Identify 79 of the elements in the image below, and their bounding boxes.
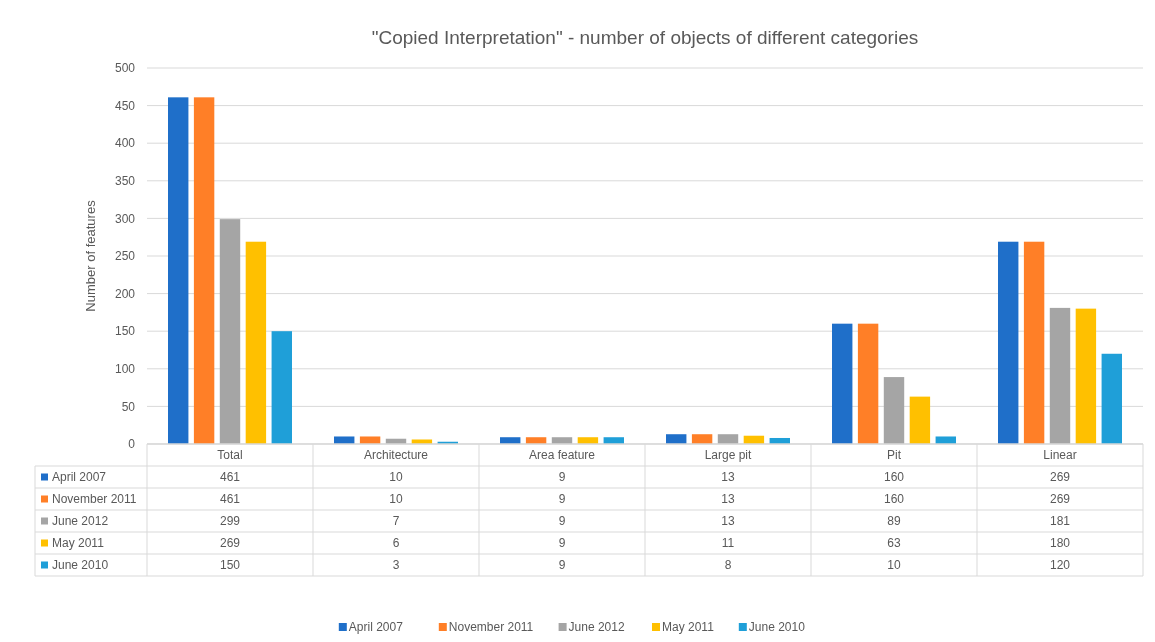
text: May 2011 [662,620,714,635]
text: November 2011 [448,620,534,635]
data-label: 160 [883,470,905,485]
bar [998,241,1019,444]
y-tick-label: 300 [114,211,136,226]
data-label: 150 [219,558,241,573]
data-label: 9 [558,470,566,485]
bar [717,434,739,444]
data-label: 8 [724,558,732,573]
x-tick-label: Pit [886,448,902,463]
data-label: 180 [1049,536,1071,551]
y-tick-label: 150 [114,324,136,339]
data-label: 11 [721,536,735,551]
bar [1101,353,1122,444]
text: June 2012 [568,620,625,635]
data-label: 9 [558,514,566,529]
data-label: 9 [558,558,566,573]
data-label: 269 [1049,470,1071,485]
y-tick-label: 100 [114,362,136,376]
x-tick-label: Total [217,448,243,463]
legend-label: June 2012 [52,514,109,529]
legend-label: May 2011 [52,536,105,551]
data-label: 13 [721,514,735,529]
data-label: 63 [887,536,901,551]
y-tick-label: 350 [114,174,136,188]
y-tick-label: 500 [114,61,136,76]
data-label: 10 [389,492,403,507]
bar [168,97,189,444]
y-axis-title: Number of features [83,199,98,312]
bar [193,97,215,444]
data-label: 13 [721,492,735,507]
y-tick-label: 0 [128,437,136,452]
x-tick-label: Linear [1043,448,1077,463]
data-label: 89 [887,514,901,529]
bar [245,241,267,444]
data-label: 269 [219,536,241,551]
bar [857,323,879,444]
y-tick-label: 400 [114,136,136,151]
data-label: 10 [389,470,403,485]
bar [666,434,687,444]
data-label: 7 [392,514,400,529]
y-tick-label: 200 [114,286,136,301]
data-label: 269 [1049,492,1071,507]
data-label: 299 [219,514,241,529]
y-tick-label: 250 [114,249,136,264]
chart-title: "Copied Interpretation" - number of objects of different categories [371,27,919,48]
text: April 2007 [348,620,403,635]
bar [271,331,292,444]
bar [359,436,381,444]
data-label: 3 [392,558,400,573]
bar [909,396,931,444]
bar [1075,308,1097,444]
y-tick-label: 450 [114,98,136,113]
data-label: 9 [558,492,566,507]
bar [935,436,956,444]
x-tick-label: Large pit [704,448,753,463]
bar [832,323,853,444]
data-label: 9 [558,536,566,551]
bar [1023,241,1045,444]
bar [334,436,355,444]
text: June 2010 [52,558,109,573]
bar [691,434,713,444]
legend-label: November 2011 [52,492,137,507]
x-tick-label: Area feature [528,448,596,463]
data-label: 181 [1049,514,1071,529]
legend-label: June 2010 [748,620,806,635]
x-tick-label: Architecture [363,448,429,463]
data-label: 461 [219,470,241,485]
data-label: 120 [1049,558,1071,573]
data-label: 160 [883,492,905,507]
legend-label: April 2007 [52,470,107,485]
data-label: 6 [392,536,400,551]
data-label: 461 [219,492,241,507]
y-tick-label: 50 [121,399,136,414]
bar [219,219,241,444]
bar [1049,307,1071,444]
data-label: 13 [721,470,735,485]
data-label: 10 [887,558,901,573]
bar [883,377,905,444]
